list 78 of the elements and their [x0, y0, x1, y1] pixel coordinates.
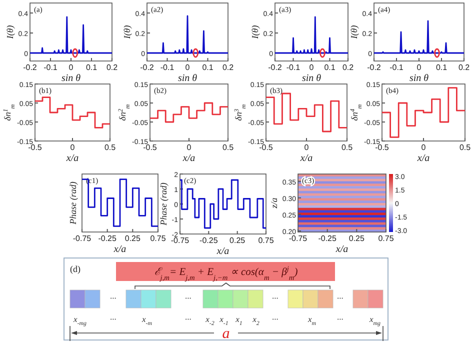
x-tick-label: -0.1	[160, 63, 175, 72]
text: ℰ$_{j,m}$= E$_{j,m}$ + E$_{j,−m}$ ∝ cos(α$_{m}$ − β$^{j}$$_{m}$)	[154, 264, 298, 282]
x-tick-label: -0.75	[288, 234, 308, 243]
x-axis-title: x/a	[65, 153, 79, 164]
y-axis-title: z/a	[269, 197, 280, 210]
y-axis-title: I(θ)	[250, 25, 260, 40]
x-tick-label: 0.5	[459, 143, 472, 152]
text: x$_{-1}$	[218, 314, 228, 327]
x-axis-title: x/a	[112, 244, 126, 255]
x-tick-label: -0.75	[72, 234, 92, 243]
x-axis-title: sin θ	[61, 73, 81, 84]
text: ···	[184, 314, 192, 324]
y-axis-title: I(θ)	[122, 25, 132, 40]
text: x$_{-m}$	[140, 314, 153, 327]
x-tick-label: -0.25	[98, 234, 117, 243]
x-tick-label: -0.5	[28, 143, 42, 152]
x-axis-title: x/a	[182, 153, 196, 164]
x-tick-label: -0.5	[375, 143, 390, 152]
text: ···	[336, 293, 344, 303]
x-tick-label: -0.5	[259, 143, 274, 152]
x-tick-label: 0	[185, 63, 190, 72]
x-tick-label: 0.75	[150, 234, 166, 243]
x-axis-title: x/a	[416, 153, 430, 164]
x-tick-label: 0.1	[436, 63, 448, 72]
x-tick-label: 0.2	[342, 63, 354, 72]
x-tick-label: 0.75	[258, 236, 274, 245]
x-tick-label: 0	[304, 143, 310, 152]
x-tick-label: -0.2	[367, 63, 382, 72]
text: ···	[272, 314, 278, 324]
y-axis-title: Phase (rad)	[68, 182, 78, 226]
x-tick-label: -0.2	[268, 63, 282, 72]
x-tick-label: 0	[68, 63, 74, 72]
x-tick-label: 0.5	[222, 143, 234, 152]
x-tick-label: -0.1	[390, 63, 404, 72]
text: x$_{1}$	[234, 314, 242, 327]
text: a	[222, 326, 230, 342]
x-tick-label: 0.5	[341, 143, 354, 152]
x-axis-title: sin θ	[409, 73, 429, 84]
x-tick-label: 0	[70, 143, 76, 152]
text: ···	[184, 293, 192, 303]
text: ···	[110, 314, 116, 324]
x-tick-label: -0.2	[23, 63, 38, 72]
x-tick-label: 0.2	[106, 63, 118, 72]
text: x$_{2}$	[252, 314, 260, 327]
x-tick-label: 0.25	[348, 234, 365, 243]
x-tick-label: -0.25	[318, 234, 337, 243]
x-tick-label: 0	[309, 63, 314, 72]
x-tick-label: -0.75	[170, 236, 190, 245]
x-tick-label: 0	[421, 143, 426, 152]
x-axis-title: sin θ	[178, 73, 198, 84]
x-tick-label: -0.5	[143, 143, 158, 152]
x-tick-label: 0.2	[458, 63, 470, 72]
y-axis-title: I(θ)	[4, 25, 15, 40]
x-tick-label: 0.1	[202, 63, 214, 72]
text: ···	[336, 314, 344, 324]
x-tick-label: 0.75	[378, 234, 394, 243]
x-tick-label: 0.1	[324, 63, 336, 72]
x-axis-title: x/a	[299, 153, 313, 164]
x-tick-label: 0	[416, 63, 422, 72]
x-tick-label: 0	[186, 143, 192, 152]
y-axis-title: I(θ)	[348, 25, 359, 40]
x-axis-title: x/a	[216, 246, 230, 257]
x-tick-label: -0.2	[140, 63, 154, 72]
text: x$_{m}$	[306, 314, 317, 327]
x-tick-label: 0.25	[230, 236, 246, 245]
text: ···	[272, 293, 278, 303]
x-tick-label: -0.1	[44, 63, 58, 72]
text: x$_{-2}$	[204, 314, 214, 327]
x-tick-label: 0.2	[222, 63, 234, 72]
x-tick-label: -0.1	[286, 63, 301, 72]
x-tick-label: 0.5	[104, 143, 116, 152]
text: (d)	[70, 264, 80, 274]
x-axis-title: sin θ	[302, 73, 322, 84]
y-axis-title: Phase (rad)	[158, 182, 169, 226]
x-tick-label: -0.25	[200, 236, 218, 245]
x-tick-label: 0.1	[86, 63, 98, 72]
text: ···	[110, 293, 116, 303]
x-axis-title: x/a	[334, 244, 348, 255]
